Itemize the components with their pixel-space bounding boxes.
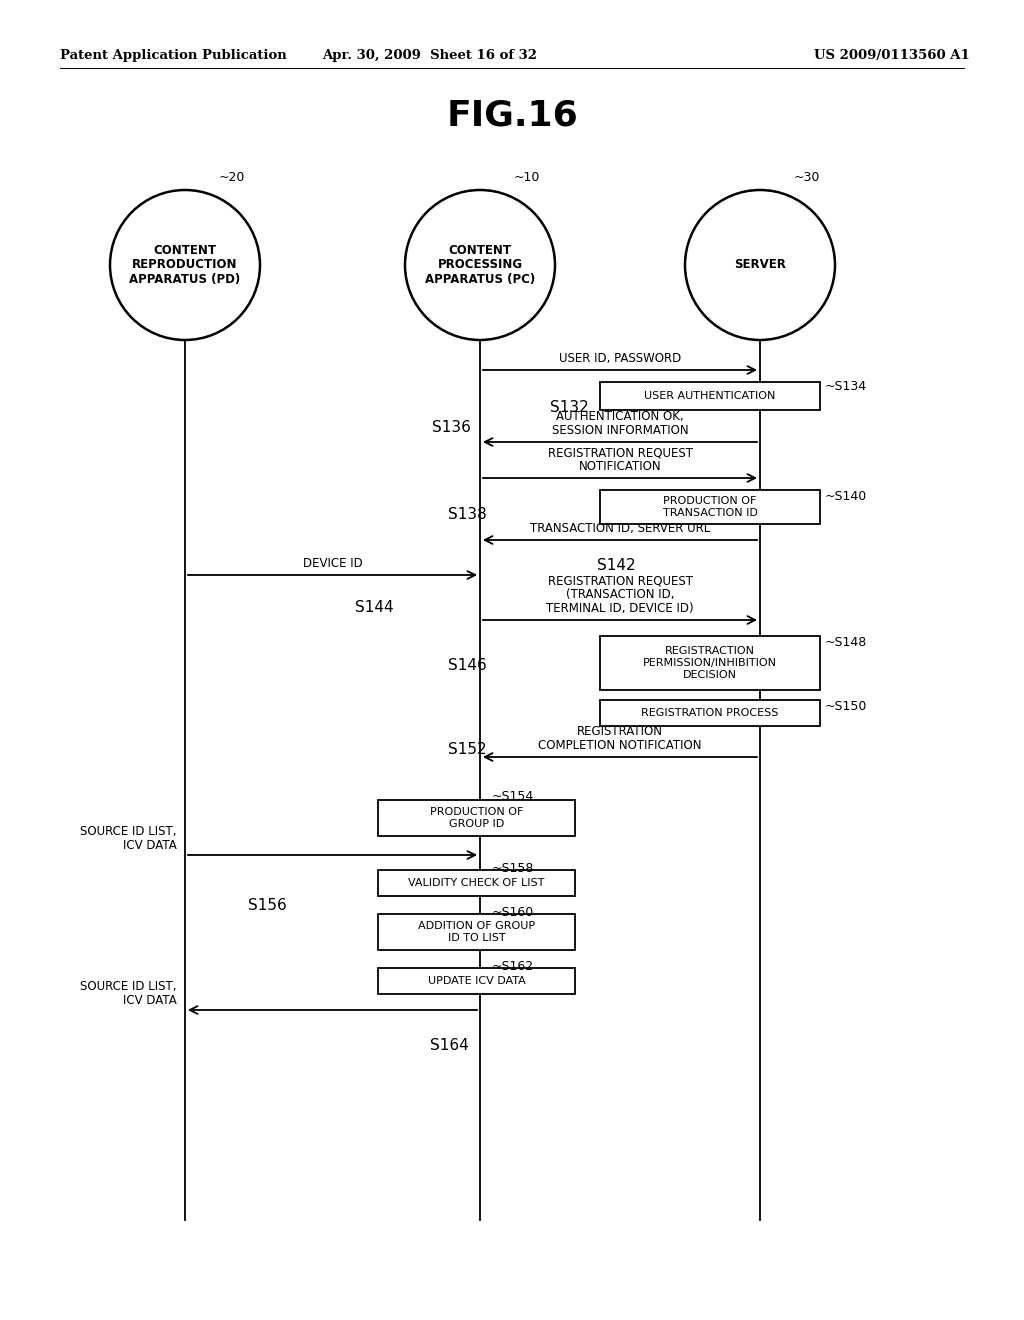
Text: S156: S156 xyxy=(248,898,287,913)
Text: CONTENT
REPRODUCTION
APPARATUS (PD): CONTENT REPRODUCTION APPARATUS (PD) xyxy=(129,243,241,286)
Text: ~S140: ~S140 xyxy=(825,490,867,503)
FancyBboxPatch shape xyxy=(600,700,820,726)
Text: S136: S136 xyxy=(432,420,471,436)
Text: SOURCE ID LIST,: SOURCE ID LIST, xyxy=(81,825,177,838)
Text: S142: S142 xyxy=(597,558,636,573)
Text: USER ID, PASSWORD: USER ID, PASSWORD xyxy=(559,352,681,366)
FancyBboxPatch shape xyxy=(600,636,820,690)
Text: COMPLETION NOTIFICATION: COMPLETION NOTIFICATION xyxy=(539,739,701,752)
Text: ~S150: ~S150 xyxy=(825,700,867,713)
Text: ~S162: ~S162 xyxy=(492,960,535,973)
Text: UPDATE ICV DATA: UPDATE ICV DATA xyxy=(428,975,525,986)
FancyBboxPatch shape xyxy=(378,913,575,950)
Text: ADDITION OF GROUP
ID TO LIST: ADDITION OF GROUP ID TO LIST xyxy=(418,921,536,942)
Text: TERMINAL ID, DEVICE ID): TERMINAL ID, DEVICE ID) xyxy=(546,602,694,615)
FancyBboxPatch shape xyxy=(378,870,575,896)
Text: ~S158: ~S158 xyxy=(492,862,535,875)
FancyBboxPatch shape xyxy=(378,800,575,836)
Text: ~20: ~20 xyxy=(219,172,245,183)
Text: USER AUTHENTICATION: USER AUTHENTICATION xyxy=(644,391,776,401)
Text: Apr. 30, 2009  Sheet 16 of 32: Apr. 30, 2009 Sheet 16 of 32 xyxy=(323,49,538,62)
Text: REGISTRATION REQUEST: REGISTRATION REQUEST xyxy=(548,446,692,459)
Text: S144: S144 xyxy=(355,601,393,615)
Text: (TRANSACTION ID,: (TRANSACTION ID, xyxy=(565,587,674,601)
Text: SOURCE ID LIST,: SOURCE ID LIST, xyxy=(81,979,177,993)
Text: ~S160: ~S160 xyxy=(492,906,535,919)
FancyBboxPatch shape xyxy=(600,490,820,524)
Text: ~10: ~10 xyxy=(514,172,540,183)
Text: ~S148: ~S148 xyxy=(825,636,867,649)
FancyBboxPatch shape xyxy=(600,381,820,411)
Text: TRANSACTION ID, SERVER URL: TRANSACTION ID, SERVER URL xyxy=(529,521,710,535)
Text: CONTENT
PROCESSING
APPARATUS (PC): CONTENT PROCESSING APPARATUS (PC) xyxy=(425,243,536,286)
Text: DEVICE ID: DEVICE ID xyxy=(303,557,362,570)
Text: PRODUCTION OF
GROUP ID: PRODUCTION OF GROUP ID xyxy=(430,808,523,829)
Text: ~30: ~30 xyxy=(794,172,820,183)
Text: REGISTRATION REQUEST: REGISTRATION REQUEST xyxy=(548,574,692,587)
Text: S132: S132 xyxy=(550,400,589,414)
Text: S152: S152 xyxy=(449,742,486,756)
Text: REGISTRATION PROCESS: REGISTRATION PROCESS xyxy=(641,708,778,718)
Text: S138: S138 xyxy=(449,507,486,521)
Text: REGISTRACTION
PERMISSION/INHIBITION
DECISION: REGISTRACTION PERMISSION/INHIBITION DECI… xyxy=(643,647,777,680)
Text: FIG.16: FIG.16 xyxy=(446,98,578,132)
Text: US 2009/0113560 A1: US 2009/0113560 A1 xyxy=(814,49,970,62)
Text: S164: S164 xyxy=(430,1038,469,1053)
Text: REGISTRATION: REGISTRATION xyxy=(577,725,663,738)
Text: SESSION INFORMATION: SESSION INFORMATION xyxy=(552,424,688,437)
Text: Patent Application Publication: Patent Application Publication xyxy=(60,49,287,62)
FancyBboxPatch shape xyxy=(378,968,575,994)
Text: NOTIFICATION: NOTIFICATION xyxy=(579,459,662,473)
Text: ~S134: ~S134 xyxy=(825,380,867,393)
Text: S146: S146 xyxy=(449,657,486,673)
Text: ICV DATA: ICV DATA xyxy=(123,994,177,1007)
Text: PRODUCTION OF
TRANSACTION ID: PRODUCTION OF TRANSACTION ID xyxy=(663,496,758,517)
Text: ICV DATA: ICV DATA xyxy=(123,840,177,851)
Text: SERVER: SERVER xyxy=(734,259,786,272)
Text: VALIDITY CHECK OF LIST: VALIDITY CHECK OF LIST xyxy=(409,878,545,888)
Text: AUTHENTICATION OK,: AUTHENTICATION OK, xyxy=(556,411,684,422)
Text: ~S154: ~S154 xyxy=(492,789,535,803)
